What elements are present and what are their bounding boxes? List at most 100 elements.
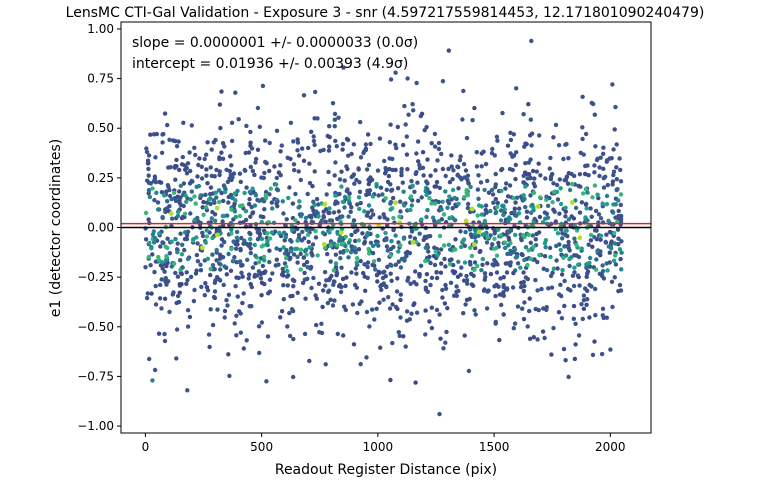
data-point [213,218,218,223]
data-point [618,288,624,293]
data-point [188,274,194,280]
data-point [397,214,402,219]
data-point [244,185,249,190]
data-point [217,199,222,205]
data-point [465,193,470,198]
data-point [354,256,360,261]
data-point [282,251,288,256]
data-point [419,217,424,222]
data-point [208,185,214,190]
data-point [437,312,442,317]
data-point [214,195,219,200]
data-point [488,208,493,214]
data-point [438,336,443,341]
data-point [377,300,382,305]
data-point [270,206,275,211]
data-point [521,180,526,185]
data-point [375,168,381,173]
data-point [522,283,527,289]
data-point [265,242,270,247]
data-point [616,208,621,214]
data-point [340,276,346,282]
data-point [369,177,375,182]
data-point [290,201,296,206]
y-tick-label: −1.00 [77,419,114,433]
data-point [188,168,193,174]
data-point [202,293,207,298]
data-point [550,200,555,205]
data-point [528,256,533,262]
data-point [325,300,331,306]
data-point [305,232,311,238]
data-point [398,292,403,297]
data-point [205,256,211,261]
data-point [229,207,234,212]
data-point [405,249,410,255]
data-point [261,254,267,259]
data-point [338,256,343,261]
data-point [197,156,202,161]
data-point [584,265,589,270]
data-point [283,235,288,240]
data-point [467,227,473,232]
data-point [544,211,549,216]
data-point [378,345,383,350]
data-point [289,227,295,232]
data-point [429,201,434,206]
data-point [331,268,336,273]
data-point [530,168,536,174]
data-point [162,193,167,198]
data-point [368,215,373,220]
data-point [579,302,584,307]
data-point [183,167,188,172]
data-point [248,129,253,135]
data-point [187,181,193,186]
data-point [393,70,398,75]
data-point [268,186,273,191]
data-point [236,117,241,122]
data-point [444,329,449,335]
data-point [613,104,618,110]
data-point [232,209,238,214]
data-point [377,215,382,220]
data-point [154,190,159,195]
data-point [381,212,386,217]
data-point [556,310,562,315]
data-point [616,198,621,203]
data-point [573,321,578,326]
data-point [162,269,167,274]
data-point [527,308,532,314]
data-point [146,166,151,172]
data-point [511,250,516,255]
data-point [155,207,161,212]
data-point [323,362,328,367]
data-point [344,136,350,142]
data-point [549,285,555,290]
data-point [267,248,272,253]
data-point [339,184,344,189]
data-point [597,173,602,179]
data-point [277,230,282,235]
data-point [235,242,240,247]
data-point [311,138,317,144]
data-point [326,288,332,293]
data-point [571,303,577,309]
data-point [431,215,436,220]
data-point [462,243,468,248]
data-point [323,283,328,288]
data-point [501,212,506,218]
data-point [499,188,504,194]
data-point [614,177,619,182]
data-point [404,309,410,314]
data-point [356,166,361,171]
data-point [421,237,426,243]
data-point [422,128,427,133]
data-point [248,223,253,228]
data-point [577,172,583,177]
data-point [226,200,231,205]
data-point [241,346,246,351]
data-point [425,245,431,250]
data-point [383,230,388,236]
data-point [375,279,380,284]
data-point [604,193,610,199]
